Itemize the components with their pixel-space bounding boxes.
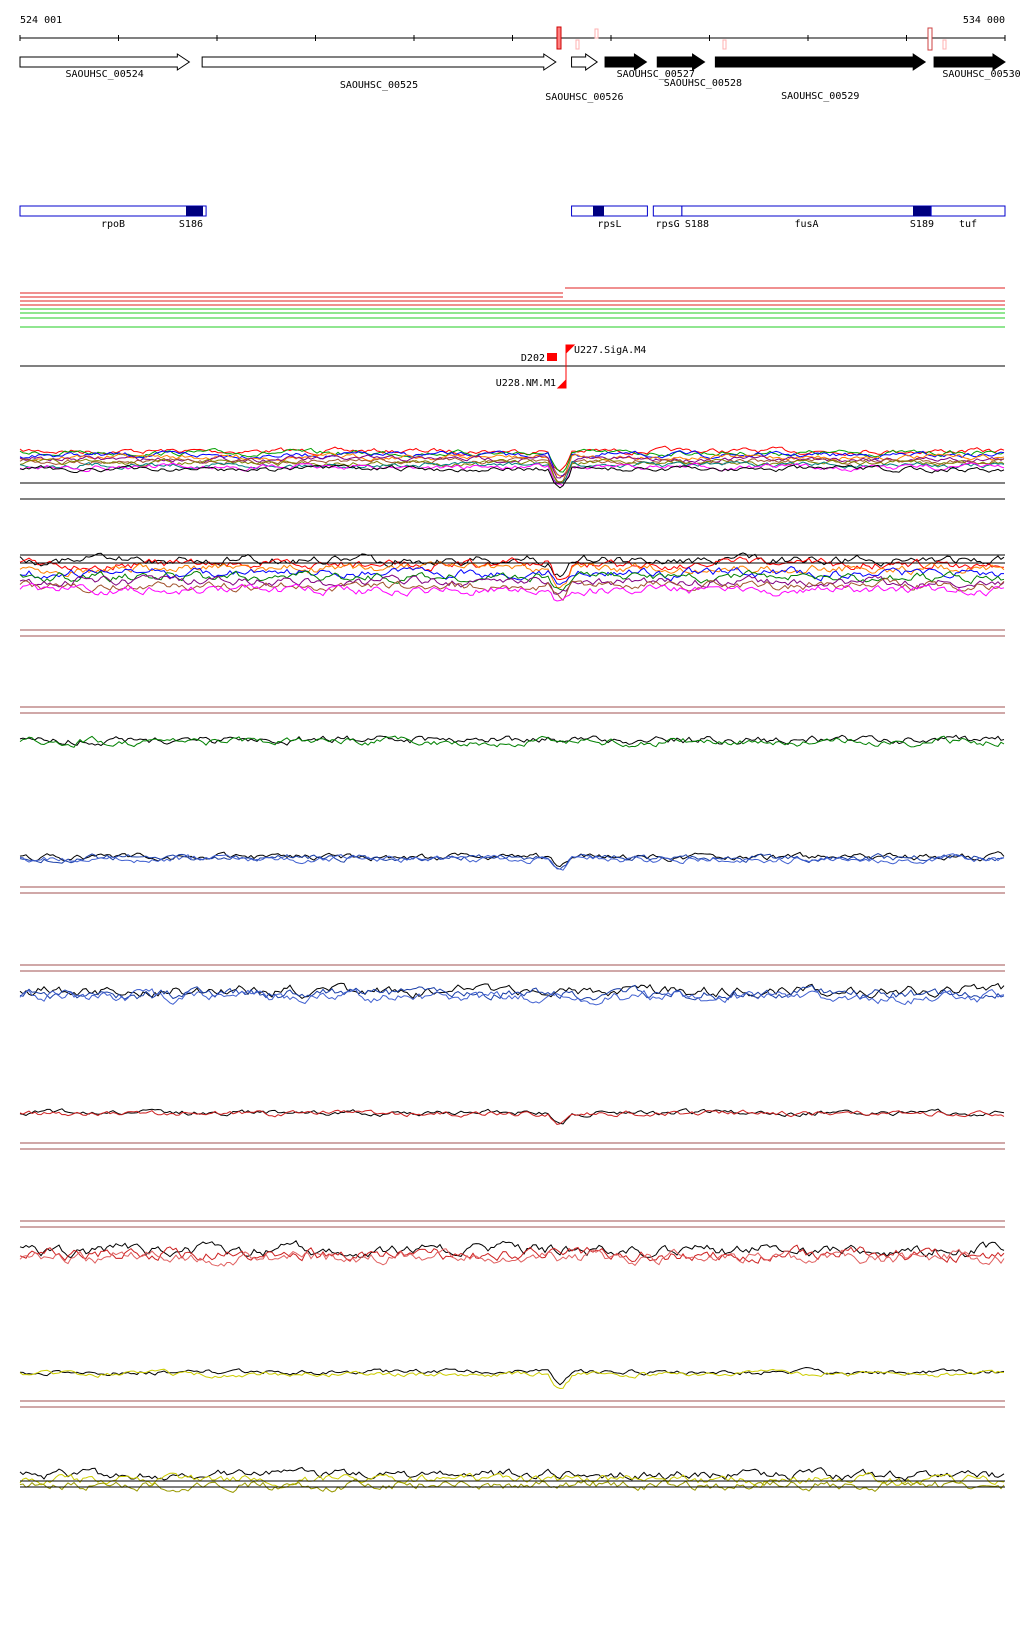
signal-track-red-2 bbox=[19, 1240, 1005, 1267]
annotation-block bbox=[593, 206, 604, 216]
marker-u227-label: U227.SigA.M4 bbox=[574, 345, 646, 356]
signal-line bbox=[19, 853, 1005, 871]
signal-line bbox=[19, 1472, 1005, 1489]
feature-marker bbox=[927, 27, 933, 51]
annotation-box[interactable] bbox=[652, 205, 683, 217]
signal-line bbox=[19, 1248, 1005, 1267]
coordinate-ruler: 524 001 534 000 bbox=[19, 15, 1006, 41]
annotation-box[interactable] bbox=[19, 205, 207, 217]
annotation-label: fusA bbox=[794, 219, 818, 230]
signal-line bbox=[19, 1244, 1005, 1264]
signal-line bbox=[19, 577, 1005, 602]
annotation-block bbox=[186, 206, 203, 216]
signal-line bbox=[19, 1368, 1005, 1390]
signal-line bbox=[19, 582, 1005, 602]
ruler-ticks bbox=[19, 35, 1006, 41]
marker-d202-label: D202 bbox=[521, 353, 545, 364]
signal-line bbox=[19, 552, 1005, 578]
annotation-block-label: S186 bbox=[179, 219, 203, 230]
ruler-start-label: 524 001 bbox=[20, 15, 62, 26]
annotation-box[interactable] bbox=[681, 205, 932, 217]
annotation-label: rpsG bbox=[656, 219, 680, 230]
signal-line bbox=[19, 561, 1005, 589]
signal-track-blue-2 bbox=[19, 982, 1005, 1006]
signal-line bbox=[19, 988, 1005, 1006]
signal-line bbox=[19, 450, 1005, 477]
expression-tracks bbox=[19, 445, 1005, 1493]
flag-forward-icon bbox=[565, 344, 576, 366]
annotation-box[interactable] bbox=[930, 205, 1006, 217]
gene-label: SAOUHSC_00525 bbox=[340, 80, 418, 91]
gene-arrow[interactable] bbox=[604, 53, 648, 71]
gene-arrow[interactable] bbox=[933, 53, 1006, 71]
gene-label: SAOUHSC_00529 bbox=[781, 91, 859, 102]
signal-line bbox=[19, 1240, 1005, 1259]
annotation-box[interactable] bbox=[571, 205, 648, 217]
signal-line bbox=[19, 1466, 1005, 1482]
signal-line bbox=[19, 982, 1005, 1000]
feature-marker bbox=[556, 26, 562, 50]
gene-arrow[interactable] bbox=[714, 53, 927, 71]
signal-track-blue-1 bbox=[19, 851, 1005, 871]
signal-track-yellow-1 bbox=[19, 1366, 1005, 1390]
annotation-block-label: S188 bbox=[685, 219, 709, 230]
track-separators bbox=[20, 482, 1005, 1488]
annotation-block-label: S189 bbox=[910, 219, 934, 230]
marker-u228-label: U228.NM.M1 bbox=[496, 378, 556, 389]
feature-marker bbox=[722, 39, 727, 50]
gene-track: SAOUHSC_00524 SAOUHSC_00525 SAOUHSC_00526 S… bbox=[19, 53, 1021, 103]
gene-arrow[interactable] bbox=[656, 53, 706, 71]
signal-line bbox=[19, 734, 1005, 747]
signal-line bbox=[19, 735, 1005, 748]
regulatory-track: D202 U227.SigA.M4 U228.NM.M1 bbox=[20, 344, 1005, 389]
feature-marker bbox=[575, 39, 580, 50]
annotation-label: tuf bbox=[959, 219, 977, 230]
signal-line bbox=[19, 452, 1005, 478]
gene-arrow[interactable] bbox=[201, 53, 557, 71]
signal-track-overlay-1 bbox=[19, 445, 1005, 489]
flag-reverse-icon bbox=[556, 366, 567, 389]
gene-label: SAOUHSC_00524 bbox=[66, 69, 144, 80]
signal-line bbox=[19, 445, 1005, 472]
signal-line bbox=[19, 1366, 1005, 1386]
marker-d202-box bbox=[547, 353, 557, 361]
signal-line bbox=[19, 464, 1005, 489]
signal-line bbox=[19, 458, 1005, 483]
annotation-track: rpoB S186 rpsL rpsG S188 fusA S189 tuf bbox=[19, 205, 1006, 230]
gene-label: SAOUHSC_00527 bbox=[617, 69, 695, 80]
feature-marker bbox=[942, 39, 947, 50]
gene-label: SAOUHSC_00528 bbox=[664, 78, 742, 89]
feature-marker bbox=[594, 28, 599, 39]
signal-track-green bbox=[19, 734, 1005, 748]
gene-label: SAOUHSC_00530 bbox=[942, 69, 1020, 80]
signal-track-yellow-2 bbox=[19, 1466, 1005, 1493]
ruler-feature-markers bbox=[556, 26, 947, 51]
annotation-label: rpoB bbox=[101, 219, 125, 230]
gene-arrow[interactable] bbox=[19, 53, 191, 71]
annotation-label: rpsL bbox=[597, 219, 621, 230]
signal-line bbox=[19, 984, 1005, 1001]
signal-track-red-1 bbox=[19, 1108, 1005, 1125]
gene-label: SAOUHSC_00526 bbox=[545, 92, 623, 103]
signal-line bbox=[19, 556, 1005, 581]
annotation-block bbox=[913, 206, 934, 216]
ruler-end-label: 534 000 bbox=[963, 15, 1005, 26]
signal-line bbox=[19, 1109, 1005, 1125]
signal-line bbox=[19, 462, 1005, 487]
signal-line bbox=[19, 574, 1005, 595]
gene-arrow[interactable] bbox=[571, 53, 599, 71]
coverage-lines bbox=[20, 287, 1005, 328]
signal-track-overlay-2 bbox=[19, 552, 1005, 602]
